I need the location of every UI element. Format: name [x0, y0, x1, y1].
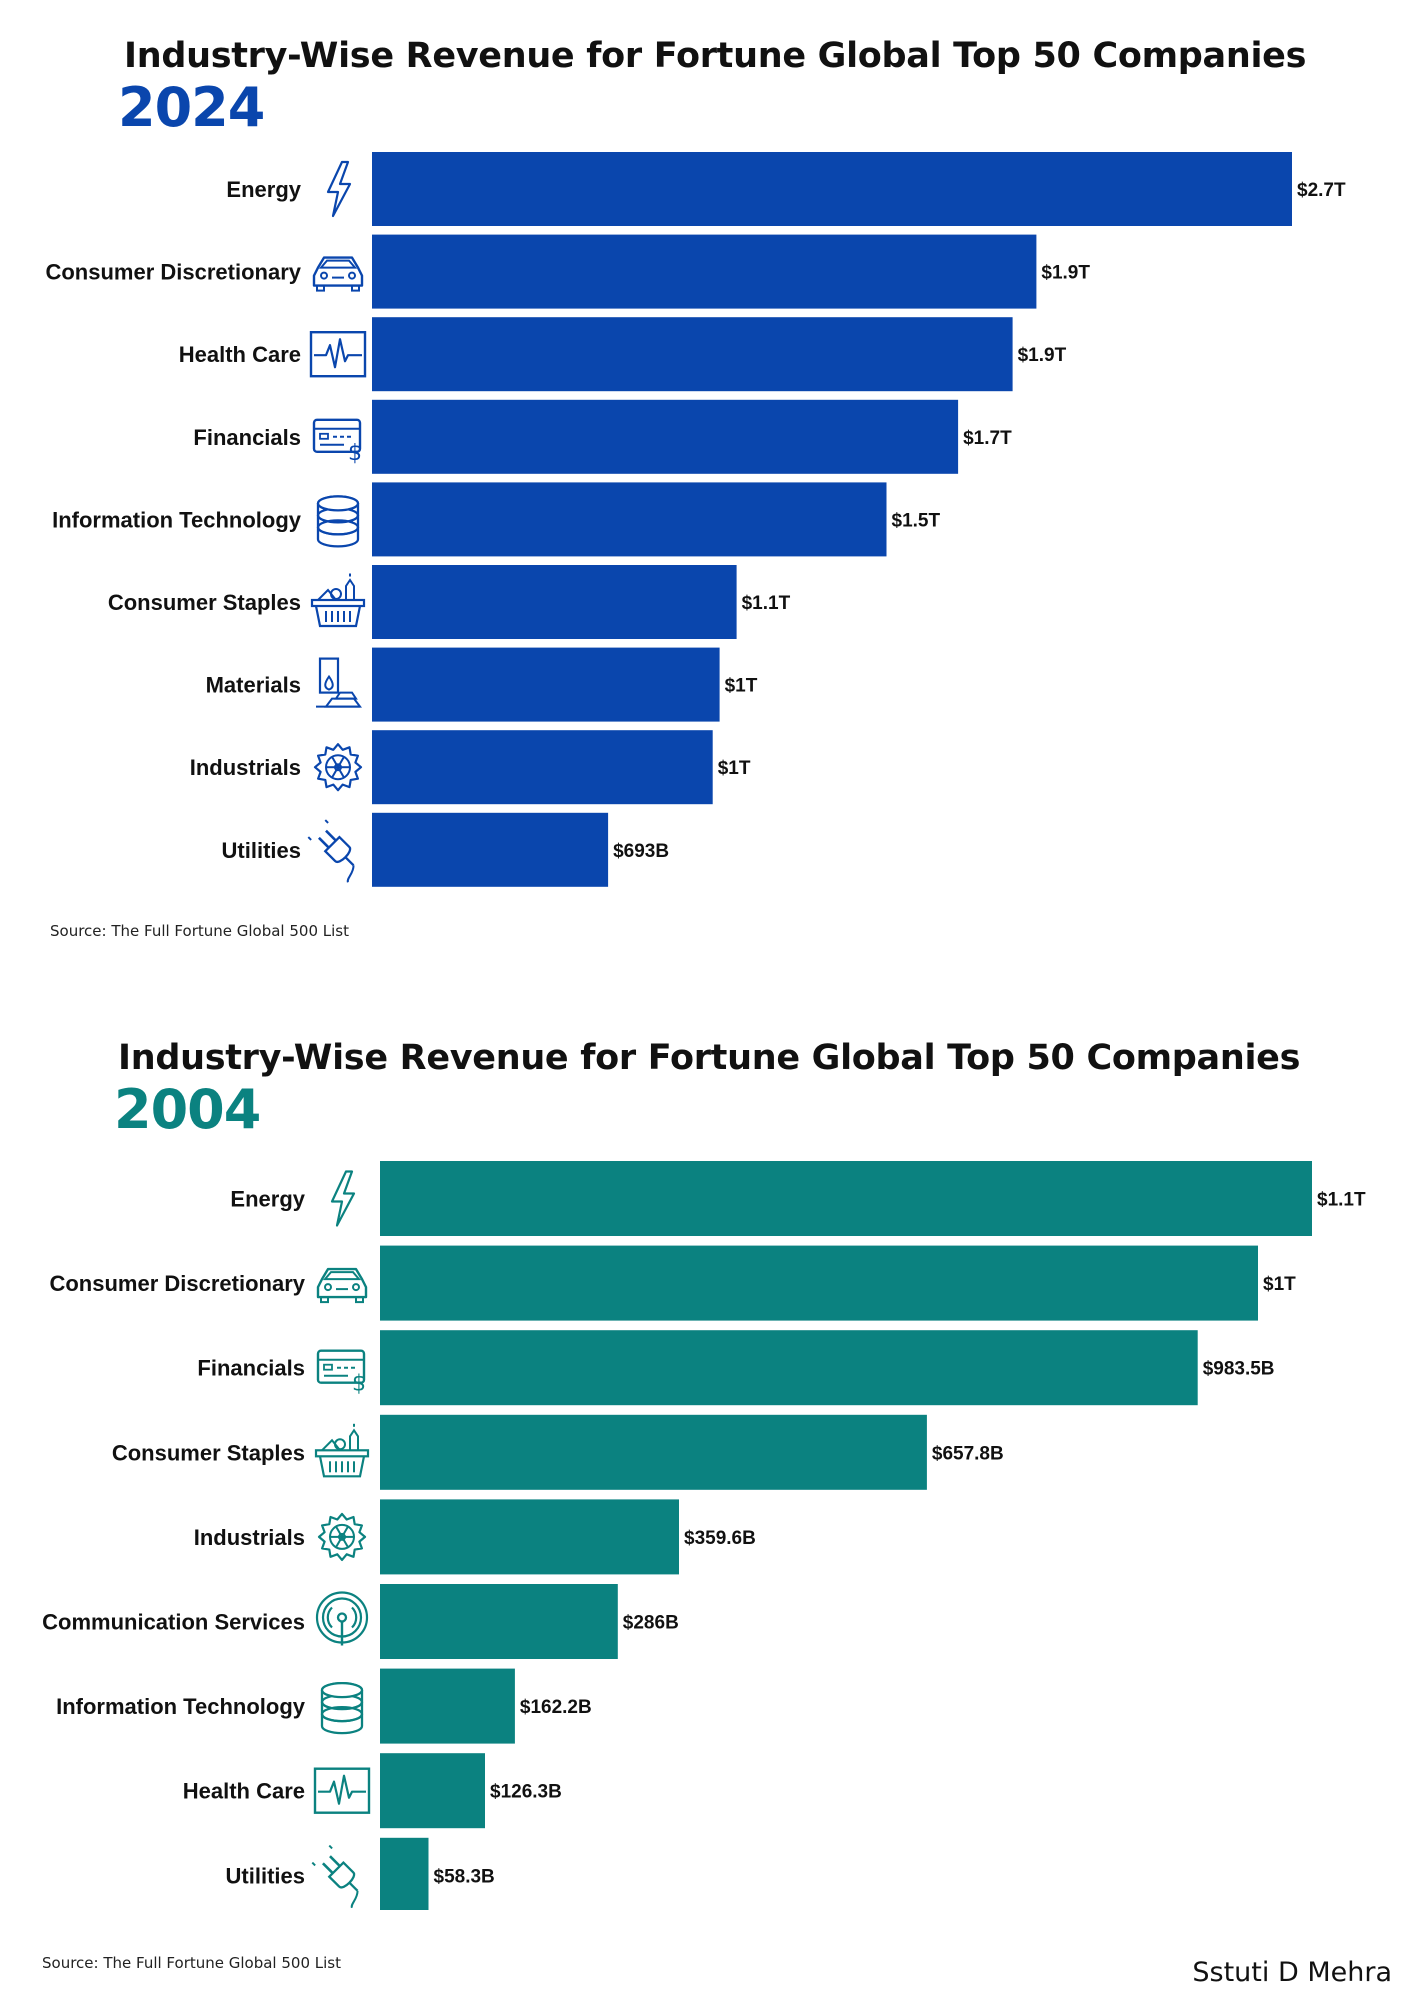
bar-consumer-staples [380, 1414, 927, 1490]
bar-utilities [380, 1837, 429, 1910]
category-label: Energy [230, 1187, 305, 1212]
value-label: $1.1T [1317, 1190, 1366, 1211]
value-label: $1.1T [742, 593, 791, 614]
value-label: $693B [613, 841, 669, 862]
category-label: Utilities [226, 1863, 305, 1888]
value-label: $1.5T [892, 510, 941, 531]
heartbeat-monitor-icon [309, 330, 367, 378]
lightning-icon [326, 160, 352, 218]
bar-health-care [380, 1753, 485, 1829]
database-icon [320, 1681, 364, 1735]
value-label: $983.5B [1203, 1359, 1275, 1380]
value-label: $657.8B [932, 1443, 1004, 1464]
shopping-basket-icon [310, 573, 366, 628]
category-label: Industrials [194, 1525, 305, 1550]
lightning-icon [330, 1170, 356, 1227]
category-label: Consumer Discretionary [49, 1271, 305, 1296]
category-label: Materials [206, 673, 301, 698]
bar-industrials [372, 730, 713, 805]
car-icon [316, 1267, 368, 1304]
plug-icon [307, 819, 355, 883]
svg-text:$: $ [348, 441, 362, 466]
chart-title: Industry-Wise Revenue for Fortune Global… [124, 36, 1307, 76]
bar-consumer-discretionary [380, 1245, 1258, 1321]
category-label: Health Care [183, 1779, 305, 1804]
value-label: $1.7T [963, 428, 1012, 449]
source-note: Source: The Full Fortune Global 500 List [50, 922, 349, 940]
category-label: Utilities [222, 838, 301, 863]
bar-chart-2004: Energy $1.1T Consumer Discretionary $1T Fina… [42, 1161, 1366, 1910]
value-label: $126.3B [490, 1782, 562, 1803]
chart-panel-2004: Industry-Wise Revenue for Fortune Global… [0, 1000, 1414, 2000]
category-label: Consumer Staples [108, 590, 301, 615]
source-note: Source: The Full Fortune Global 500 List [42, 1954, 341, 1972]
raw-materials-icon [316, 657, 362, 708]
value-label: $162.2B [520, 1697, 592, 1718]
bar-chart-2024: Energy $2.7T Consumer Discretionary $1.9T He… [45, 152, 1346, 887]
bar-financials [372, 399, 959, 474]
category-label: Financials [193, 425, 301, 450]
value-label: $1T [1263, 1274, 1296, 1295]
gear-icon [317, 1512, 367, 1561]
value-label: $2.7T [1297, 180, 1346, 201]
chart-panel-2024: Industry-Wise Revenue for Fortune Global… [45, 36, 1346, 940]
category-label: Consumer Staples [112, 1440, 305, 1465]
category-label: Information Technology [56, 1694, 306, 1719]
value-label: $1T [725, 676, 758, 697]
svg-text:$: $ [352, 1372, 366, 1397]
bar-utilities [372, 812, 609, 887]
shopping-basket-icon [314, 1423, 370, 1478]
category-label: Industrials [190, 755, 301, 780]
category-label: Energy [226, 177, 301, 202]
chart-year: 2024 [118, 76, 265, 139]
value-label: $1T [718, 758, 751, 779]
antenna-icon [315, 1591, 369, 1646]
bar-consumer-discretionary [372, 234, 1037, 309]
value-label: $359.6B [684, 1528, 756, 1549]
plug-icon [311, 1844, 359, 1909]
value-label: $286B [623, 1613, 679, 1634]
value-label: $58.3B [434, 1866, 495, 1887]
bar-communication-services [380, 1584, 618, 1659]
category-label: Health Care [179, 342, 301, 367]
heartbeat-monitor-icon [313, 1767, 371, 1814]
category-label: Consumer Discretionary [45, 260, 301, 285]
author-credit: Sstuti D Mehra [1192, 1957, 1392, 1988]
credit-card-icon: $ [312, 418, 362, 466]
category-label: Information Technology [52, 507, 302, 532]
bar-information-technology [380, 1668, 515, 1744]
chart-title: Industry-Wise Revenue for Fortune Global… [118, 1038, 1301, 1078]
car-icon [312, 256, 364, 292]
bar-information-technology [372, 482, 887, 557]
gear-icon [313, 743, 363, 792]
bar-energy [380, 1161, 1312, 1236]
bar-financials [380, 1330, 1198, 1406]
category-label: Financials [197, 1356, 305, 1381]
value-label: $1.9T [1041, 263, 1090, 284]
database-icon [316, 495, 360, 548]
value-label: $1.9T [1018, 345, 1067, 366]
category-label: Communication Services [42, 1610, 305, 1635]
bar-health-care [372, 317, 1013, 392]
chart-year: 2004 [114, 1078, 261, 1141]
credit-card-icon: $ [316, 1349, 366, 1397]
bar-energy [372, 152, 1292, 226]
bar-consumer-staples [372, 565, 737, 639]
bar-industrials [380, 1499, 679, 1575]
bar-materials [372, 647, 720, 722]
